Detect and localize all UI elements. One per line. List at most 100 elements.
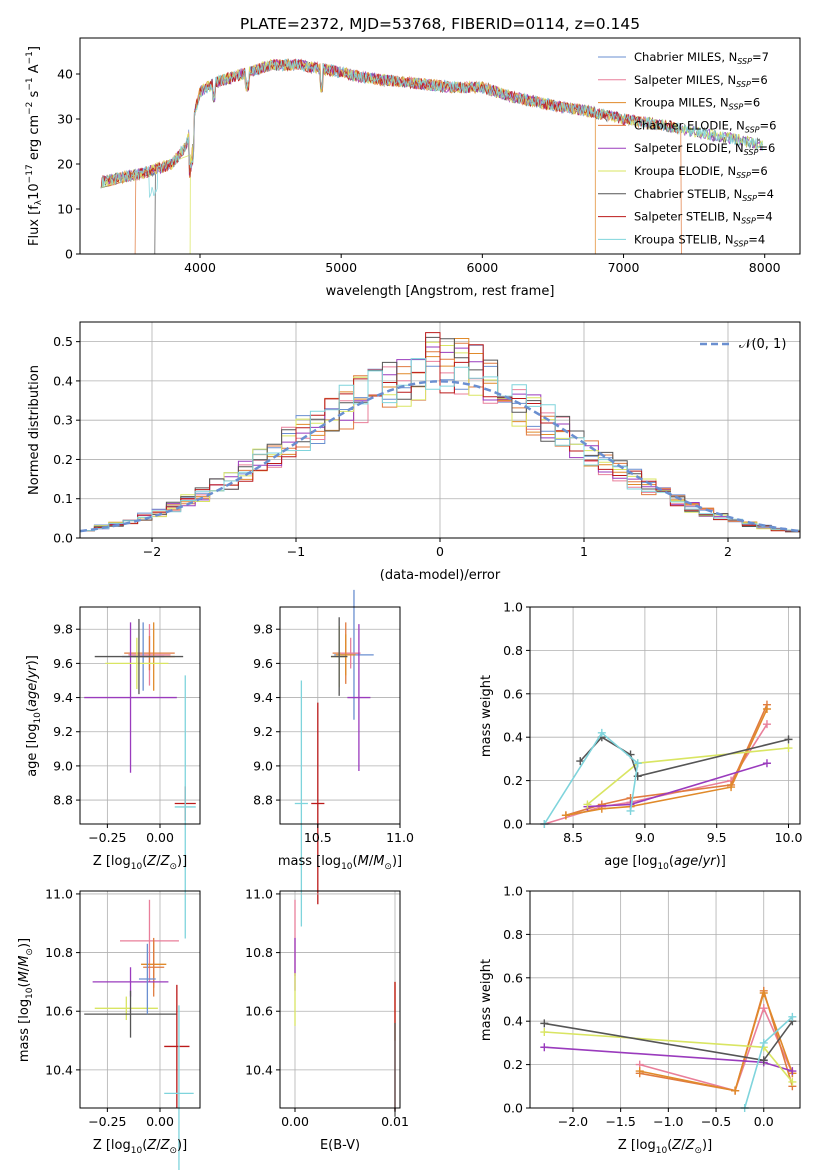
z-mass-panel: −0.25 0.00 10.4 10.6 10.8 11.0 Z [log10(Z/Z⊙)… xyxy=(17,886,201,1170)
mass-weight-marker xyxy=(784,744,793,753)
mass-weight-marker xyxy=(727,783,736,792)
mass-weight-marker xyxy=(597,728,606,737)
legend-entry: Kroupa ELODIE, NSSP=6 xyxy=(634,164,768,180)
z-weight-panel: −2.0 −1.5 −1.0 −0.5 0.0 0.0 0.2 0.4 0.6 0.8 1.0 Z … xyxy=(479,884,801,1156)
error-bar-point xyxy=(347,624,371,772)
y-tick-label: 8.8 xyxy=(53,793,73,808)
ebv-mass-axes-frame xyxy=(279,890,401,1109)
x-tick-label: −0.25 xyxy=(88,830,126,845)
legend-entry: Salpeter STELIB, NSSP=4 xyxy=(634,210,773,226)
y-tick-label: 9.0 xyxy=(53,758,73,773)
x-tick-label: 8.5 xyxy=(563,830,583,845)
y-tick-label: 9.4 xyxy=(253,690,273,705)
y-tick-label: 0.2 xyxy=(503,773,523,788)
x-tick-label: 9.5 xyxy=(707,830,727,845)
x-tick-label: −2 xyxy=(143,544,161,559)
mass-weight-marker xyxy=(540,1028,549,1037)
mass-weight-marker xyxy=(788,1077,797,1086)
mass-weight-marker xyxy=(583,800,592,809)
x-tick-label: 0 xyxy=(436,544,444,559)
mass-age-xlabel: mass [log10(M/M⊙)] xyxy=(278,854,402,872)
error-bar-point xyxy=(124,636,175,671)
spectrum-legend: Chabrier MILES, NSSP=7 Salpeter MILES, NS… xyxy=(598,50,776,248)
x-tick-label: 9.0 xyxy=(635,830,655,845)
chart-title: PLATE=2372, MJD=53768, FIBERID=0114, z=0… xyxy=(240,15,640,33)
legend-entry: Kroupa MILES, NSSP=6 xyxy=(634,96,760,112)
x-tick-label: 5000 xyxy=(325,260,357,275)
error-bar-point xyxy=(138,943,156,1015)
spectrum-series-line xyxy=(100,58,764,199)
age-weight-ylabel: mass weight xyxy=(479,675,494,757)
legend-entry: Salpeter MILES, NSSP=6 xyxy=(634,73,768,89)
y-tick-label: 9.6 xyxy=(53,656,73,671)
y-tick-label: 20 xyxy=(57,157,73,172)
residual-panel: −2 −1 0 1 2 0.0 0.1 0.2 0.3 0.4 0.5 𝒩(0, 1) (data-… xyxy=(27,321,801,583)
residual-histogram xyxy=(80,358,800,532)
x-tick-label: 0.00 xyxy=(146,830,174,845)
y-tick-label: 9.4 xyxy=(53,690,73,705)
error-bar-point xyxy=(330,617,348,696)
gaussian-curve xyxy=(79,380,801,533)
mass-age-axes-frame xyxy=(279,606,401,825)
y-tick-label: 0.8 xyxy=(503,927,523,942)
z-mass-xlabel: Z [log10(Z/Z⊙)] xyxy=(93,1138,187,1156)
y-tick-label: 0.0 xyxy=(53,531,73,546)
y-tick-label: 0 xyxy=(65,247,73,262)
z-weight-ylabel: mass weight xyxy=(479,959,494,1041)
age-weight-xlabel: age [log10(age/yr)] xyxy=(604,854,726,872)
y-tick-label: 9.8 xyxy=(253,622,273,637)
residual-legend: 𝒩(0, 1) xyxy=(700,337,786,352)
mass-weight-line xyxy=(565,708,768,817)
y-tick-label: 11.0 xyxy=(45,886,73,901)
z-age-xlabel: Z [log10(Z/Z⊙)] xyxy=(93,854,187,872)
z-age-panel: −0.25 0.00 8.8 9.0 9.2 9.4 9.6 9.8 Z [log10(Z/Z… xyxy=(25,606,201,939)
y-tick-label: 9.0 xyxy=(253,758,273,773)
legend-entry: Chabrier ELODIE, NSSP=6 xyxy=(634,118,776,134)
z-age-axes-frame xyxy=(79,606,201,825)
error-bar-point xyxy=(84,622,177,773)
y-tick-label: 10.8 xyxy=(245,945,273,960)
x-tick-label: 6000 xyxy=(466,260,498,275)
y-tick-label: 8.8 xyxy=(253,793,273,808)
y-tick-label: 0.1 xyxy=(53,491,73,506)
legend-entry: Kroupa STELIB, NSSP=4 xyxy=(634,232,765,248)
error-bar-point xyxy=(311,702,325,905)
y-tick-label: 0.6 xyxy=(503,970,523,985)
x-tick-label: 2 xyxy=(724,544,732,559)
error-bar-point xyxy=(94,996,158,1021)
mass-weight-marker xyxy=(784,735,793,744)
z-mass-axes-frame xyxy=(79,890,201,1109)
y-tick-label: 10 xyxy=(57,202,73,217)
error-bar-point xyxy=(94,618,184,695)
y-tick-label: 10.6 xyxy=(245,1004,273,1019)
x-tick-label: −1.0 xyxy=(653,1114,683,1129)
y-tick-label: 10.8 xyxy=(45,945,73,960)
mass-weight-marker xyxy=(626,806,635,815)
mass-weight-marker xyxy=(762,704,771,713)
x-tick-label: 0.00 xyxy=(146,1114,174,1129)
mass-weight-marker xyxy=(731,1086,740,1095)
y-tick-label: 0.0 xyxy=(503,1101,523,1116)
age-weight-axes-frame xyxy=(529,606,801,825)
mass-weight-marker xyxy=(762,759,771,768)
mass-weight-line xyxy=(639,990,794,1092)
x-tick-label: −0.5 xyxy=(701,1114,731,1129)
mass-weight-marker xyxy=(635,1067,644,1076)
error-bar-point xyxy=(105,637,169,690)
x-tick-label: −1 xyxy=(287,544,305,559)
mass-weight-marker xyxy=(759,1056,768,1065)
mass-age-panel: 10.5 11.0 8.8 9.0 9.2 9.4 9.6 9.8 mass [log10(M… xyxy=(253,589,414,927)
error-bar-point xyxy=(174,675,196,939)
mass-weight-line xyxy=(543,731,639,825)
error-bar-point xyxy=(120,899,179,982)
z-weight-xlabel: Z [log10(Z/Z⊙)] xyxy=(618,1138,712,1156)
z-mass-ylabel: mass [log10(M/M⊙)] xyxy=(17,938,35,1062)
error-bar-point xyxy=(164,984,190,1108)
y-tick-label: 0.4 xyxy=(503,1014,523,1029)
mass-weight-marker xyxy=(633,759,642,768)
residual-ylabel: Normed distribution xyxy=(27,365,42,495)
y-tick-label: 10.6 xyxy=(45,1004,73,1019)
mass-weight-marker xyxy=(762,720,771,729)
y-tick-label: 10.4 xyxy=(45,1062,73,1077)
y-tick-label: 9.2 xyxy=(253,724,273,739)
